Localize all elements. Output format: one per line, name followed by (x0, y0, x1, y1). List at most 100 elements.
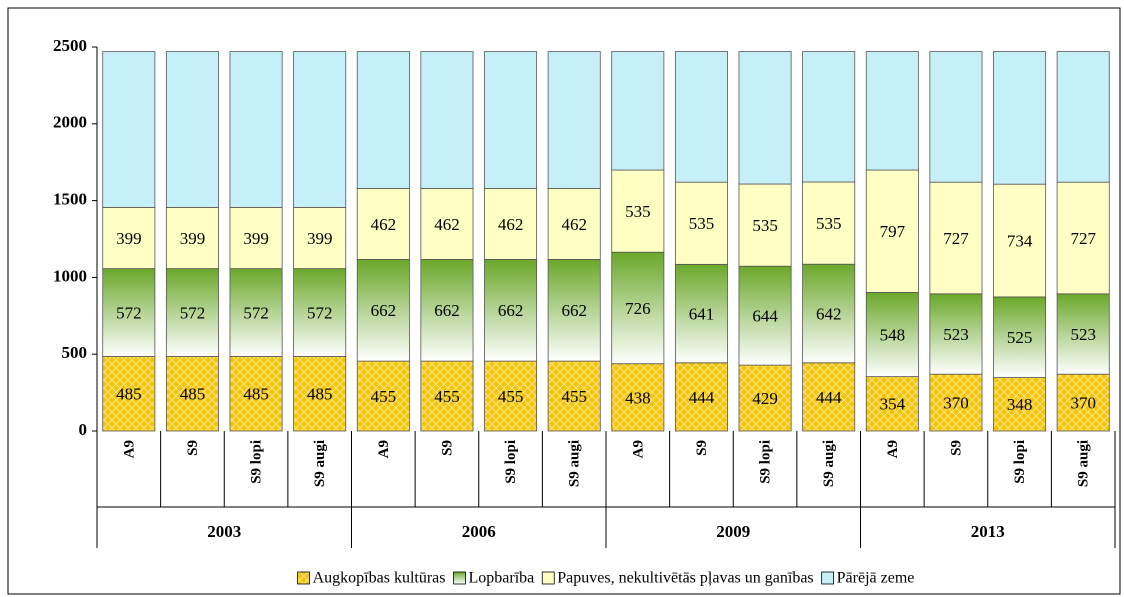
bar-segment (993, 296, 1047, 378)
data-label: 455 (371, 387, 397, 406)
bar-segment (293, 268, 347, 357)
data-label: 485 (180, 385, 206, 404)
bar-segment (420, 188, 474, 260)
bar-segment (611, 363, 665, 432)
legend: Augkopības kultūras Lopbarība Papuves, nek… (297, 570, 914, 587)
y-tick-label: 2000 (53, 113, 87, 132)
bar-segment (165, 206, 219, 270)
bar-segment (165, 268, 219, 357)
x-tick-label: S9 lopi (1012, 440, 1028, 484)
group-label: 2006 (462, 522, 496, 541)
bar-segment (484, 259, 538, 362)
bar-segment (420, 259, 474, 362)
bar-segment (1056, 293, 1110, 375)
x-tick-label: S9 (185, 440, 201, 456)
y-tick-label: 500 (62, 343, 88, 362)
data-label: 535 (752, 216, 778, 235)
data-label: 727 (1070, 229, 1096, 248)
data-label: 535 (625, 202, 651, 221)
bar-segment (674, 51, 728, 183)
bar-segment (293, 51, 347, 208)
bar-segment (993, 183, 1047, 298)
bar-segment (102, 268, 156, 357)
data-label: 455 (561, 387, 587, 406)
data-label: 726 (625, 299, 651, 318)
data-label: 370 (943, 393, 969, 412)
bar-segment (229, 356, 283, 432)
bar-segment (929, 51, 983, 183)
data-label: 572 (307, 303, 333, 322)
bar-segment (865, 292, 919, 378)
data-label: 644 (752, 307, 778, 326)
bar-segment (611, 169, 665, 253)
bar-segment (102, 356, 156, 432)
legend-label: Lopbarība (469, 570, 535, 587)
x-tick-label: S9 augi (567, 440, 583, 487)
x-tick-label: S9 (694, 440, 710, 456)
data-label: 523 (1070, 325, 1096, 344)
bar-segment (293, 206, 347, 270)
bar-segment (865, 376, 919, 432)
data-label: 455 (498, 387, 524, 406)
y-tick-label: 2500 (53, 36, 87, 55)
bar-segment (102, 206, 156, 270)
bar-segment (165, 356, 219, 432)
data-label: 727 (943, 229, 969, 248)
bar-segment (102, 51, 156, 208)
bar-segment (802, 181, 856, 265)
data-label: 485 (307, 385, 333, 404)
bar-segment (611, 51, 665, 171)
y-tick-label: 0 (79, 420, 88, 439)
bar-segment (738, 51, 792, 185)
data-label: 662 (434, 301, 460, 320)
bar-segment (929, 293, 983, 375)
bar-segment (484, 51, 538, 189)
data-label: 523 (943, 325, 969, 344)
legend-swatch (297, 571, 311, 585)
bar-segment (674, 263, 728, 364)
data-label: 572 (180, 303, 206, 322)
x-tick-label: S9 (439, 440, 455, 456)
data-label: 438 (625, 388, 651, 407)
bar-segment (865, 51, 919, 171)
bar-segment (1056, 181, 1110, 295)
bar-segment (1056, 51, 1110, 183)
bar-segment (993, 51, 1047, 185)
bar-segment (547, 188, 601, 260)
bar-segment (420, 360, 474, 432)
bar-segment (929, 373, 983, 432)
data-label: 572 (116, 303, 142, 322)
bar-segment (165, 51, 219, 208)
x-tick-label: A9 (630, 440, 646, 458)
bar-segment (738, 265, 792, 366)
x-tick-label: S9 augi (1076, 440, 1092, 487)
data-label: 429 (752, 389, 778, 408)
data-label: 641 (689, 304, 715, 323)
bar-segment (1056, 373, 1110, 432)
x-tick-label: S9 lopi (503, 440, 519, 484)
bar-segment (547, 259, 601, 362)
data-label: 462 (371, 215, 397, 234)
data-label: 462 (434, 215, 460, 234)
data-label: 572 (243, 303, 269, 322)
legend-swatch (541, 571, 555, 585)
data-label: 797 (880, 222, 906, 241)
data-label: 485 (116, 385, 142, 404)
data-label: 444 (816, 388, 842, 407)
data-label: 455 (434, 387, 460, 406)
data-label: 662 (371, 301, 397, 320)
data-label: 399 (180, 229, 206, 248)
data-label: 662 (498, 301, 524, 320)
bar-segment (738, 183, 792, 267)
x-tick-label: S9 lopi (249, 440, 265, 484)
y-tick-label: 1000 (53, 266, 87, 285)
x-tick-label: S9 augi (312, 440, 328, 487)
bar-segment (802, 51, 856, 183)
data-label: 485 (243, 385, 269, 404)
legend-label: Augkopības kultūras (313, 570, 446, 587)
bar-segment (356, 51, 410, 189)
x-tick-label: S9 lopi (758, 440, 774, 484)
bar-segment (484, 188, 538, 260)
data-label: 525 (1007, 328, 1033, 347)
